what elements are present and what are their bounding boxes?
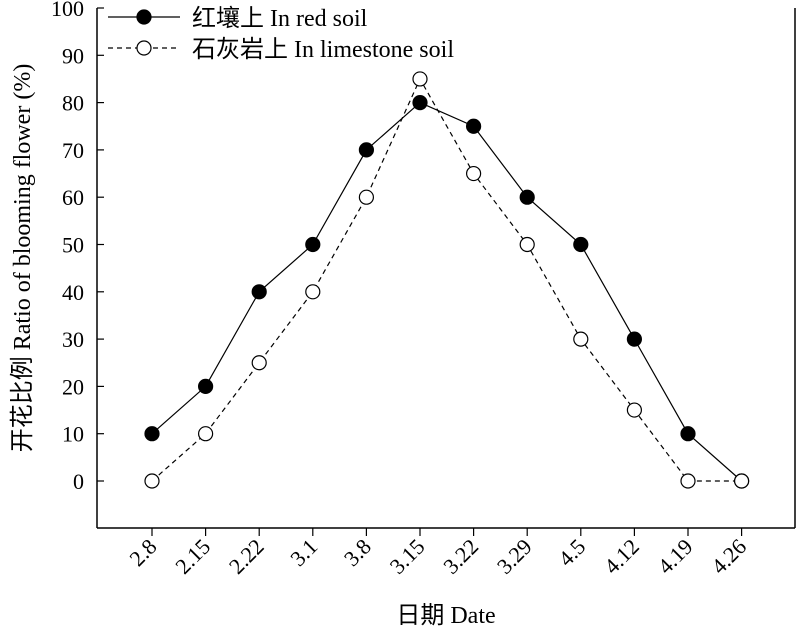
data-point-limestone-soil [412, 71, 428, 87]
x-tick-label: 4.5 [553, 534, 590, 571]
y-tick-label: 60 [62, 185, 84, 210]
x-tick-label: 3.22 [438, 534, 483, 579]
y-tick-label: 50 [62, 233, 84, 258]
series-points [144, 71, 750, 489]
data-point-red-soil [358, 142, 374, 158]
x-tick-label: 2.22 [224, 534, 269, 579]
y-axis-title: 开花比例 Ratio of blooming flower (%) [9, 64, 36, 453]
y-tick-label: 100 [51, 0, 84, 21]
data-point-limestone-soil [626, 402, 643, 418]
y-ticks: 0 10 20 30 40 50 60 70 80 90 100 [51, 0, 104, 494]
legend: 红壤上 In red soil 石灰岩上 In limestone soil [108, 5, 454, 63]
data-point-limestone-soil [466, 165, 482, 182]
legend-marker-red-soil [136, 9, 152, 25]
data-point-limestone-soil [733, 473, 750, 489]
series-lines [151, 77, 742, 482]
data-point-red-soil [626, 331, 643, 347]
x-tick-label: 3.1 [285, 534, 322, 571]
data-point-limestone-soil [573, 331, 589, 347]
data-point-limestone-soil [519, 236, 535, 253]
x-axis-title: 日期 Date [396, 603, 495, 629]
data-point-red-soil [251, 284, 267, 300]
legend-marker-limestone-soil [136, 40, 152, 56]
legend-label-limestone-soil: 石灰岩上 In limestone soil [192, 36, 454, 63]
x-tick-label: 3.29 [492, 534, 537, 579]
legend-item-limestone-soil: 石灰岩上 In limestone soil [108, 36, 454, 63]
x-tick-label: 2.15 [170, 534, 215, 579]
y-tick-label: 70 [62, 138, 84, 163]
y-tick-label: 40 [62, 280, 84, 305]
x-tick-label: 4.19 [653, 534, 698, 579]
data-point-limestone-soil [305, 284, 321, 300]
x-tick-label: 2.8 [124, 534, 161, 571]
data-point-red-soil [144, 426, 160, 442]
y-tick-label: 30 [62, 327, 84, 352]
data-point-red-soil [680, 426, 696, 442]
y-tick-label: 20 [62, 374, 84, 399]
data-point-limestone-soil [358, 189, 374, 205]
axes [96, 8, 796, 529]
y-tick-label: 0 [73, 469, 84, 494]
x-tick-label: 4.12 [599, 534, 644, 579]
series-line-limestone-soil [151, 77, 742, 482]
data-point-red-soil [305, 236, 321, 253]
legend-label-red-soil: 红壤上 In red soil [192, 5, 368, 32]
series-line-red-soil [151, 101, 742, 482]
data-point-red-soil [466, 118, 482, 134]
data-point-limestone-soil [251, 355, 267, 371]
data-point-limestone-soil [144, 473, 160, 489]
y-tick-label: 80 [62, 91, 84, 116]
x-tick-label: 4.26 [706, 534, 751, 579]
x-tick-label: 3.8 [339, 534, 376, 571]
data-point-red-soil [519, 189, 535, 205]
y-tick-label: 10 [62, 422, 84, 447]
x-ticks: 2.8 2.15 2.22 3.1 3.8 3.15 3.22 3.29 4.5 4.12 4.19… [124, 528, 751, 579]
legend-item-red-soil: 红壤上 In red soil [108, 5, 368, 32]
data-point-red-soil [198, 378, 214, 394]
data-point-red-soil [573, 236, 589, 253]
y-tick-label: 90 [62, 43, 84, 68]
data-point-limestone-soil [198, 426, 214, 442]
data-point-red-soil [412, 94, 428, 111]
data-point-limestone-soil [680, 473, 696, 489]
x-tick-label: 3.15 [385, 534, 430, 579]
